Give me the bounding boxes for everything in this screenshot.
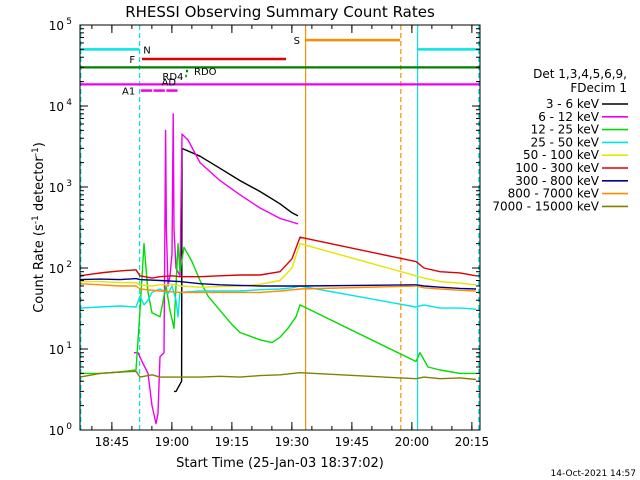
legend-entry-8: 7000 - 15000 keV <box>492 199 599 213</box>
x-tick-label-5: 20:00 <box>395 435 430 449</box>
legend-header-2: FDecim 1 <box>570 81 627 95</box>
y-tick-exp-3: 3 <box>66 179 72 189</box>
y-tick-exp-0: 0 <box>66 422 72 432</box>
legend-entry-7: 800 - 7000 keV <box>508 187 600 201</box>
y-tick-exp-5: 5 <box>66 17 72 27</box>
plot-frame <box>79 24 481 431</box>
series-line-0 <box>174 147 299 393</box>
y-tick-label-5: 10 <box>49 19 64 33</box>
y-axis-label-part: ) <box>32 142 47 147</box>
legend-entry-0: 3 - 6 keV <box>546 97 600 111</box>
y-tick-exp-4: 4 <box>66 98 72 108</box>
flag-label-rd4: RD4 <box>162 72 183 83</box>
chart-title: RHESSI Observing Summary Count Rates <box>125 3 435 21</box>
series-line-4 <box>80 242 477 288</box>
legend-entry-3: 25 - 50 keV <box>531 135 600 149</box>
flag-label-rdo: RDO <box>194 67 217 78</box>
y-axis-label-sup: -1 <box>31 215 41 224</box>
legend-header-1: Det 1,3,4,5,6,9, <box>533 67 627 81</box>
flag-label-a1: A1 <box>122 87 135 98</box>
series-line-5 <box>79 236 477 279</box>
legend-entry-5: 100 - 300 keV <box>515 161 599 175</box>
footer-timestamp: 14-Oct-2021 14:57 <box>551 469 636 479</box>
legend-entry-6: 300 - 800 keV <box>515 174 599 188</box>
x-tick-label-1: 19:00 <box>155 435 190 449</box>
series-line-1 <box>134 113 299 425</box>
legend-entry-1: 6 - 12 keV <box>538 110 600 124</box>
flag-label-f: F <box>129 55 135 66</box>
x-tick-label-6: 20:15 <box>455 435 490 449</box>
y-tick-label-3: 10 <box>49 181 64 195</box>
flag-label-ad: AD <box>162 78 177 89</box>
flag-label-s: S <box>294 36 300 47</box>
y-axis-label: Count Rate (s-1 detector-1) <box>31 142 47 313</box>
legend-entry-4: 50 - 100 keV <box>523 148 600 162</box>
legend-entry-2: 12 - 25 keV <box>531 123 600 137</box>
series-line-3 <box>79 285 477 318</box>
series-line-7 <box>79 283 477 294</box>
series-line-8 <box>79 370 477 381</box>
y-tick-label-1: 10 <box>49 343 64 357</box>
y-tick-label-2: 10 <box>49 262 64 276</box>
y-tick-label-0: 10 <box>49 424 64 438</box>
series-line-6 <box>79 277 477 290</box>
x-tick-label-2: 19:15 <box>215 435 250 449</box>
y-tick-label-4: 10 <box>49 100 64 114</box>
y-tick-exp-1: 1 <box>66 341 72 351</box>
y-axis-label-part: Count Rate (s <box>32 224 47 313</box>
x-tick-label-4: 19:45 <box>335 435 370 449</box>
y-tick-exp-2: 2 <box>66 260 72 270</box>
y-axis-label-sup: -1 <box>31 147 41 156</box>
x-tick-label-3: 19:30 <box>275 435 310 449</box>
x-tick-label-0: 18:45 <box>95 435 130 449</box>
flag-label-n: N <box>143 45 150 56</box>
x-axis-label: Start Time (25-Jan-03 18:37:02) <box>176 456 384 471</box>
series-line-2 <box>80 242 476 375</box>
y-axis-label-part: detector <box>32 156 47 216</box>
